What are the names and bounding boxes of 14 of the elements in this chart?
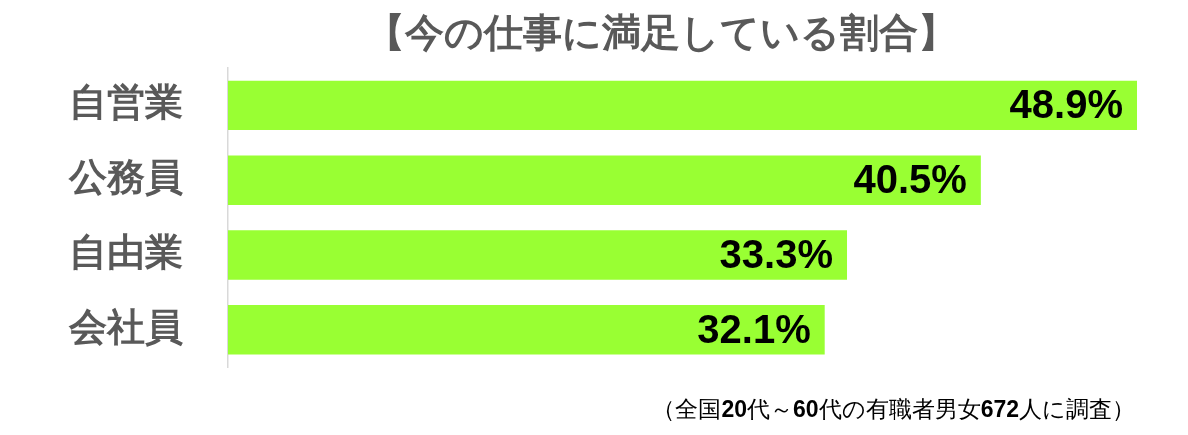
y-tick-label: 会社員 (68, 304, 183, 349)
bar (228, 305, 825, 355)
y-tick-label: 自由業 (69, 229, 183, 274)
bar (228, 230, 848, 280)
bar (228, 155, 981, 205)
data-label: 33.3% (719, 232, 834, 277)
y-tick-label: 自営業 (69, 80, 183, 125)
y-tick-label: 公務員 (68, 155, 183, 200)
chart-title: 【今の仕事に満足している割合】 (364, 10, 958, 56)
data-label: 48.9% (1009, 82, 1123, 127)
data-label: 40.5% (853, 157, 967, 202)
text: （全国20代～60代の有職者男女672人に調査） (652, 395, 1135, 424)
data-label: 32.1% (697, 306, 811, 351)
bar (228, 80, 1137, 131)
